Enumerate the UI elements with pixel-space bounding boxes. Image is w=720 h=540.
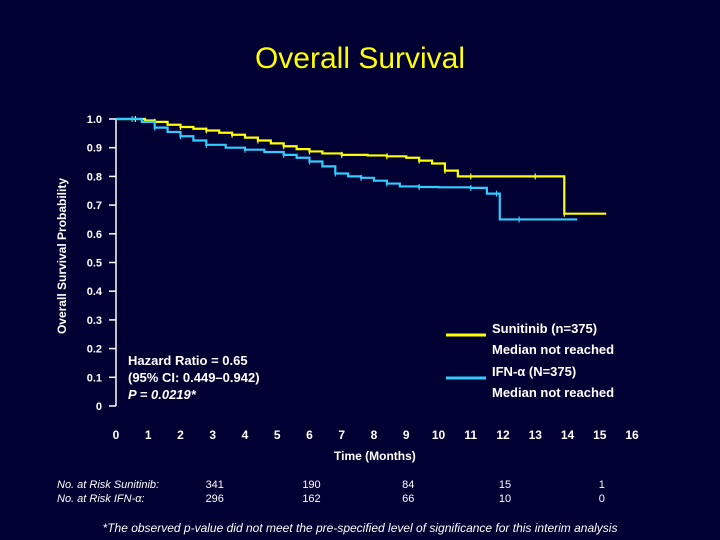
x-tick-label: 1 [145,428,152,442]
risk-value-sunitinib: 15 [498,479,512,491]
x-tick-label: 14 [561,428,575,442]
confidence-interval-text: (95% CI: 0.449–0.942) [128,370,260,385]
risk-value-sunitinib: 84 [402,479,415,491]
legend-entry-sunitinib: Sunitinib (n=375) Median not reached [492,318,614,360]
risk-value-ifn: 66 [402,493,415,505]
y-tick-label: 0 [96,401,102,413]
y-tick-label: 1.0 [87,114,102,126]
y-axis: 0 0.1 0.2 0.3 0.4 0.5 0.6 0.7 0.8 0.9 1.0 [87,114,117,413]
x-tick-label: 13 [529,428,543,442]
risk-value-ifn: 296 [205,493,224,505]
ifn-curve [116,117,578,221]
footnote: *The observed p-value did not meet the p… [102,521,618,535]
x-tick-label: 16 [625,428,639,442]
x-tick-label: 10 [432,428,446,442]
legend-entry-ifn: IFN-α (N=375) Median not reached [492,361,614,403]
x-tick-label: 15 [593,428,607,442]
legend-swatches [446,333,486,380]
risk-value-sunitinib: 190 [302,479,321,491]
page-title: Overall Survival [254,42,466,75]
risk-label-ifn: No. at Risk IFN-α: [57,493,145,505]
y-axis-label: Overall Survival Probability [55,177,69,335]
y-tick-label: 0.6 [87,229,102,241]
risk-value-sunitinib: 1 [598,479,605,491]
x-axis-label: Time (Months) [334,449,416,463]
y-tick-label: 0.7 [87,200,102,212]
y-tick-label: 0.2 [87,344,102,356]
x-tick-label: 11 [464,428,477,442]
x-tick-label: 3 [209,428,216,442]
y-tick-label: 0.9 [87,143,102,155]
hazard-ratio-annotation: Hazard Ratio = 0.65 (95% CI: 0.449–0.942… [128,352,260,403]
x-tick-label: 12 [496,428,510,442]
x-tick-label: 0 [113,428,120,442]
y-tick-label: 0.5 [87,258,102,270]
y-tick-label: 0.8 [87,171,102,183]
x-tick-label: 2 [177,428,184,442]
risk-label-sunitinib: No. at Risk Sunitinib: [57,479,160,491]
p-value-text: P = 0.0219* [128,387,196,402]
legend-sunitinib-median: Median not reached [492,342,615,357]
x-tick-label: 4 [242,428,249,442]
x-axis: 0 1 2 3 4 5 6 7 8 9 10 11 12 13 14 15 16 [113,428,639,442]
sunitinib-curve [116,117,607,215]
hazard-ratio-text: Hazard Ratio = 0.65 [128,353,248,368]
x-tick-label: 9 [403,428,410,442]
survival-curves [116,116,607,223]
y-tick-label: 0.1 [87,372,102,384]
legend-sunitinib-title: Sunitinib (n=375) [492,321,598,336]
risk-value-ifn: 0 [598,493,605,505]
risk-value-ifn: 10 [498,493,512,505]
y-tick-label: 0.4 [87,286,103,298]
risk-value-ifn: 162 [302,493,321,505]
legend-ifn-title: IFN-α (N=375) [492,364,577,379]
x-tick-label: 6 [306,428,313,442]
x-tick-label: 8 [371,428,378,442]
y-tick-label: 0.3 [87,315,102,327]
x-tick-label: 7 [338,428,345,442]
legend-ifn-median: Median not reached [492,385,615,400]
risk-value-sunitinib: 341 [205,479,224,491]
x-tick-label: 5 [274,428,281,442]
